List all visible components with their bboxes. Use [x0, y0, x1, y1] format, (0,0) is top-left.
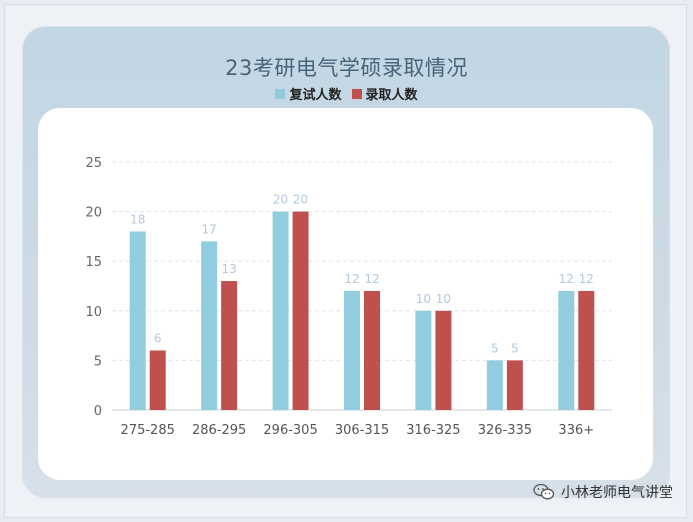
legend-label-admitted: 录取人数 — [365, 88, 418, 103]
y-tick-label: 5 — [94, 354, 102, 369]
bar-retest — [415, 310, 432, 410]
legend-item-retest: 复试人数 — [275, 84, 342, 103]
y-tick-label: 10 — [85, 305, 102, 320]
data-label: 20 — [293, 193, 308, 207]
watermark: 小林老师电气讲堂 — [533, 482, 673, 502]
bar-admitted — [435, 310, 452, 410]
data-label: 10 — [416, 292, 431, 306]
y-tick-label: 0 — [94, 404, 102, 419]
bar-admitted — [578, 290, 595, 410]
legend-item-admitted: 录取人数 — [351, 84, 418, 103]
legend-swatch-retest — [275, 88, 286, 99]
legend-label-retest: 复试人数 — [289, 88, 342, 103]
data-label: 12 — [559, 272, 574, 286]
bar-retest — [201, 241, 218, 410]
bar-admitted — [149, 350, 166, 410]
data-label: 18 — [130, 212, 145, 226]
bar-admitted — [292, 211, 309, 410]
y-tick-label: 15 — [85, 255, 102, 270]
y-tick-label: 25 — [85, 156, 102, 171]
bar-retest — [558, 290, 575, 410]
legend-swatch-admitted — [351, 88, 362, 99]
data-label: 12 — [579, 272, 594, 286]
data-label: 6 — [154, 331, 162, 345]
bar-admitted — [506, 360, 523, 410]
x-tick-label: 275-285 — [121, 423, 175, 438]
bar-admitted — [364, 290, 380, 410]
data-label: 13 — [222, 262, 237, 276]
bar-retest — [129, 231, 146, 410]
x-tick-label: 296-305 — [263, 423, 317, 438]
x-tick-label: 286-295 — [192, 423, 246, 438]
x-tick-label: 326-335 — [478, 423, 532, 438]
data-label: 12 — [364, 272, 379, 286]
data-label: 10 — [436, 292, 451, 306]
x-tick-label: 336+ — [558, 423, 594, 438]
x-tick-label: 306-315 — [335, 423, 389, 438]
watermark-text: 小林老师电气讲堂 — [561, 485, 673, 501]
wechat-icon — [533, 483, 555, 500]
data-label: 5 — [511, 341, 519, 355]
chart-legend: 复试人数 录取人数 — [0, 84, 693, 103]
data-label: 17 — [202, 222, 217, 236]
bar-retest — [272, 211, 289, 410]
data-label: 20 — [273, 193, 288, 207]
bar-retest — [486, 360, 503, 410]
y-tick-label: 20 — [85, 206, 102, 221]
bar-admitted — [221, 281, 238, 410]
data-label: 12 — [344, 272, 359, 286]
data-label: 5 — [491, 341, 499, 355]
chart-title: 23考研电气学硕录取情况 — [225, 56, 468, 80]
bar-retest — [344, 290, 360, 410]
x-tick-label: 316-325 — [406, 423, 460, 438]
